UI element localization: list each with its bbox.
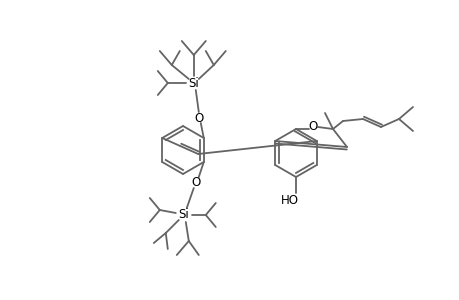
Text: O: O <box>191 176 200 188</box>
Text: O: O <box>194 112 203 124</box>
Text: Si: Si <box>188 76 199 89</box>
Text: O: O <box>308 119 317 133</box>
Text: HO: HO <box>280 194 298 208</box>
Text: Si: Si <box>178 208 189 221</box>
